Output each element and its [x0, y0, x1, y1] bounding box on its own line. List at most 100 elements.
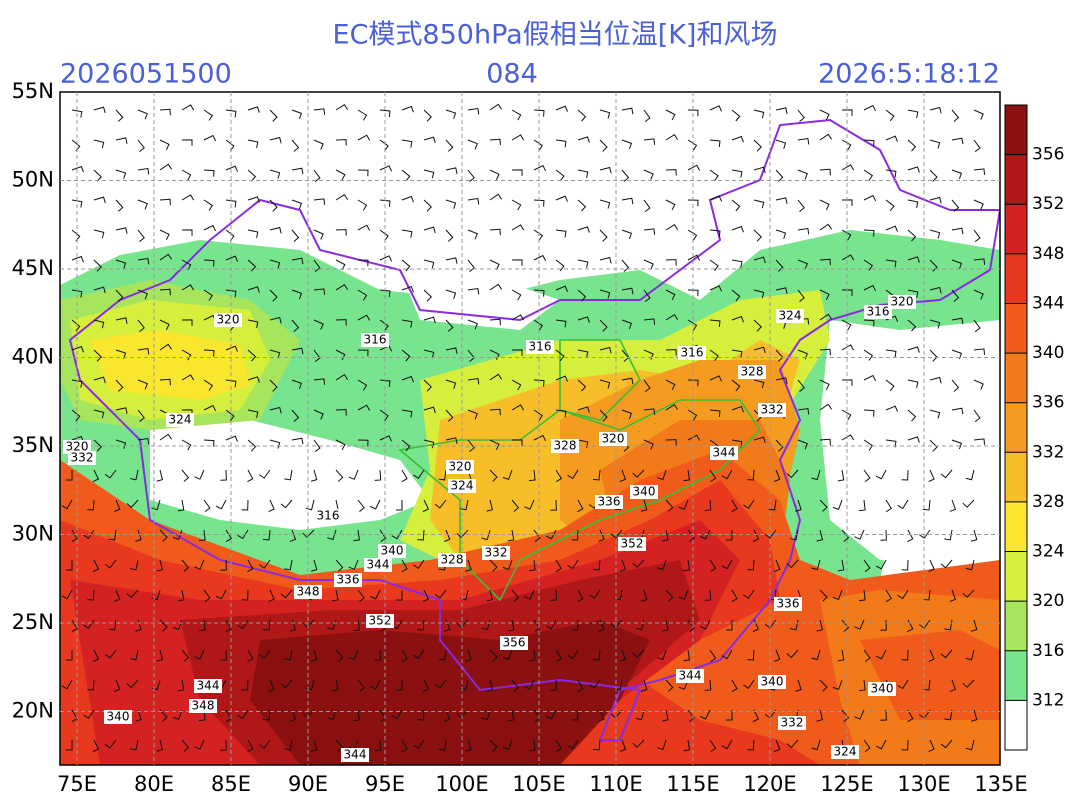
- wind-barb: [599, 199, 611, 209]
- country-border: [68, 118, 1000, 741]
- wind-barb: [313, 139, 324, 150]
- wind-barb: [918, 529, 931, 539]
- wind-barb: [657, 649, 667, 661]
- wind-barb: [592, 739, 601, 751]
- wind-barb: [181, 439, 192, 451]
- wind-barb: [215, 499, 227, 510]
- lon-label: 105E: [512, 772, 565, 796]
- wind-barb: [258, 649, 271, 659]
- wind-barb: [310, 649, 318, 662]
- wind-barb: [635, 709, 645, 721]
- wind-barb: [907, 379, 919, 388]
- lon-label: 75E: [57, 772, 97, 796]
- wind-barb: [571, 529, 579, 541]
- wind-barb: [203, 134, 217, 142]
- wind-barb: [61, 499, 73, 510]
- wind-barb: [423, 259, 435, 269]
- lon-label: 90E: [288, 772, 328, 796]
- wind-barb: [269, 259, 281, 269]
- wind-barb: [177, 499, 185, 512]
- wind-barb: [555, 649, 563, 663]
- wind-barb: [335, 409, 347, 416]
- wind-barb: [284, 739, 293, 751]
- colorbar-swatch: [1005, 105, 1027, 156]
- wind-barb: [577, 499, 584, 513]
- wind-barb: [797, 199, 805, 212]
- wind-barb: [951, 439, 963, 450]
- contour-label-box: [778, 716, 806, 730]
- wind-barb: [108, 529, 117, 541]
- contour-label-box: [868, 682, 896, 696]
- wind-barb: [269, 439, 281, 449]
- wind-barb: [726, 529, 733, 541]
- wind-barb: [973, 199, 984, 210]
- wind-barb: [550, 679, 557, 691]
- wind-barb: [151, 679, 161, 691]
- contour-label-box: [831, 745, 859, 759]
- wind-barb: [683, 469, 690, 482]
- wind-barb: [929, 196, 942, 204]
- wind-barb: [683, 559, 690, 572]
- wind-barb: [467, 409, 478, 420]
- wind-barb: [71, 345, 84, 353]
- wind-barb: [93, 376, 106, 384]
- wind-barb: [665, 199, 676, 211]
- wind-barb: [665, 289, 676, 301]
- wind-barb: [348, 469, 359, 480]
- wind-barb: [965, 559, 975, 571]
- wind-barb: [401, 409, 413, 418]
- wind-barb: [577, 289, 587, 302]
- wind-barb: [445, 319, 454, 332]
- wind-barb: [643, 169, 654, 180]
- wind-barb: [709, 169, 719, 181]
- wind-barb: [93, 349, 102, 362]
- wind-barb: [423, 289, 432, 302]
- wind-barb: [598, 709, 605, 723]
- wind-barb: [413, 469, 425, 479]
- wind-barb: [92, 559, 100, 573]
- wind-barb: [949, 679, 957, 692]
- wind-barb: [310, 739, 318, 752]
- wind-barb: [445, 139, 454, 152]
- wind-barb: [137, 139, 145, 152]
- contour-label: 316: [867, 305, 890, 319]
- wind-barb: [753, 256, 766, 264]
- wind-barb: [66, 649, 73, 661]
- wind-barb: [438, 739, 447, 751]
- lon-label: 115E: [666, 772, 719, 796]
- wind-barb: [151, 589, 161, 601]
- wind-barb: [533, 254, 547, 262]
- wind-barb: [104, 649, 117, 659]
- wind-barb: [374, 649, 382, 661]
- wind-barb: [159, 709, 168, 722]
- wind-barb: [391, 529, 403, 540]
- wind-barb: [291, 167, 304, 175]
- contour-label-box: [364, 558, 392, 572]
- wind-barb: [764, 529, 777, 539]
- colorbar-frame: [1004, 104, 1028, 751]
- wind-barb: [786, 559, 799, 569]
- contour-label: 340: [761, 675, 784, 689]
- wind-barb: [313, 108, 326, 115]
- wind-barb: [313, 259, 321, 273]
- colorbar-label: 348: [1032, 244, 1064, 264]
- wind-barb: [726, 709, 733, 721]
- wind-barb: [775, 229, 787, 239]
- valid-time: 2026:5:18:12: [818, 59, 1000, 90]
- wind-barb: [269, 136, 282, 144]
- wind-barb: [533, 379, 545, 387]
- wind-barb: [797, 407, 810, 415]
- contour-label-box: [214, 313, 242, 327]
- wind-barb: [929, 229, 941, 239]
- wind-barb: [743, 499, 755, 509]
- wind-barb: [289, 709, 297, 722]
- wind-barb: [181, 259, 192, 271]
- wind-barb: [640, 679, 648, 692]
- wind-barb: [863, 229, 875, 237]
- wind-barb: [678, 499, 689, 510]
- colorbar-label: 320: [1032, 591, 1064, 611]
- wind-barb: [753, 109, 765, 119]
- wind-barb: [241, 499, 249, 511]
- wind-barb: [632, 649, 645, 658]
- wind-barb: [687, 289, 699, 297]
